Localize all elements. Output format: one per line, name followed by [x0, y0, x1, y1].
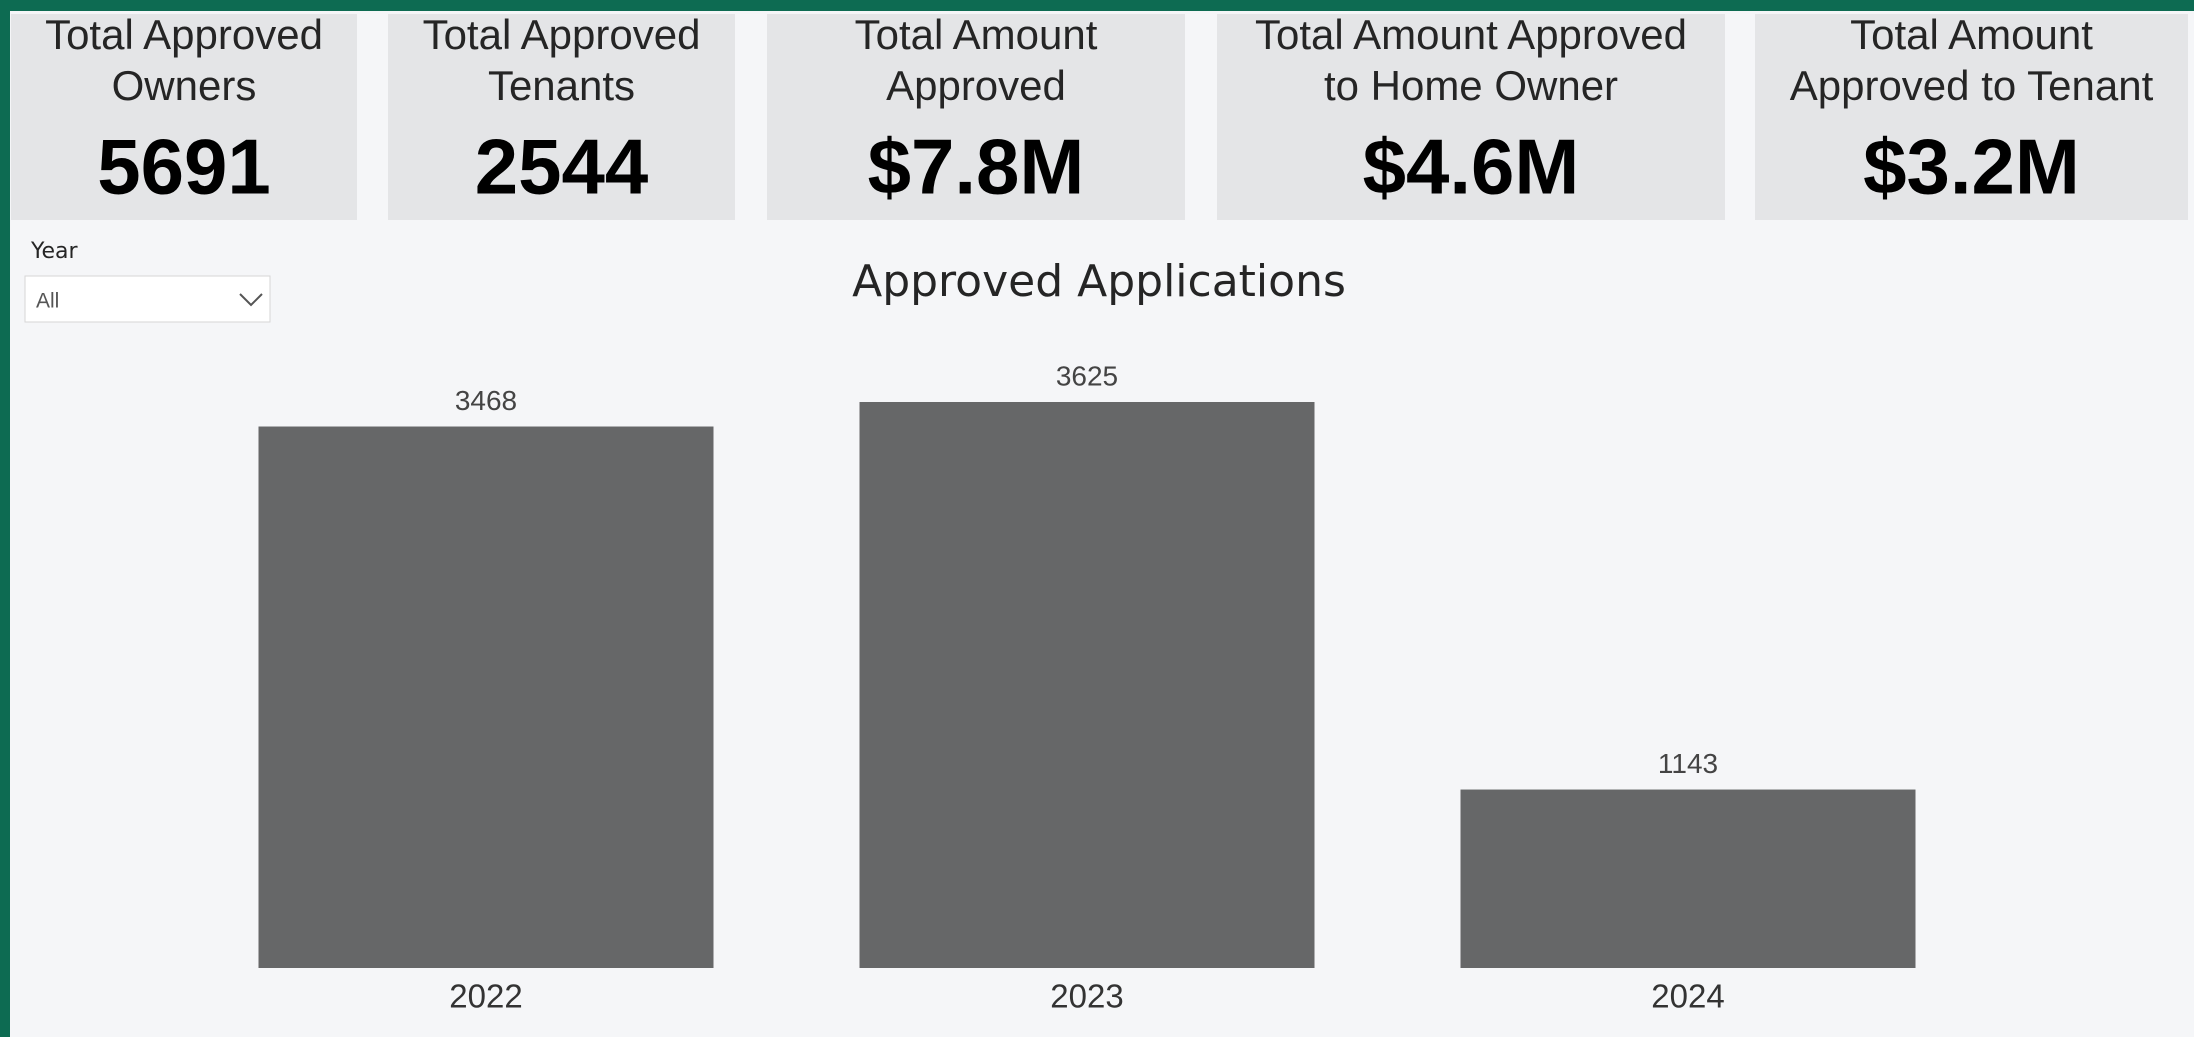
kpi-label: Total Approved — [423, 11, 701, 58]
kpi-label: Tenants — [488, 62, 635, 109]
kpi-label: Total Approved — [45, 11, 323, 58]
data-label: 1143 — [1658, 748, 1718, 779]
x-tick-label: 2024 — [1651, 978, 1724, 1015]
kpi-value: $7.8M — [868, 123, 1085, 211]
chart-title: Approved Applications — [852, 256, 1346, 307]
data-label: 3625 — [1056, 360, 1118, 391]
kpi-card — [388, 14, 735, 220]
dropdown-value[interactable]: All — [36, 290, 59, 313]
x-tick-label: 2023 — [1050, 978, 1123, 1015]
dropdown[interactable] — [24, 275, 271, 323]
kpi-label: Total Amount — [855, 11, 1098, 58]
bar — [1460, 789, 1916, 968]
kpi-label: Total Amount — [1850, 11, 2093, 58]
kpi-label: Total Amount Approved — [1255, 11, 1687, 58]
kpi-card — [1217, 14, 1725, 220]
kpi-card — [1755, 14, 2188, 220]
kpi-label: Approved to Tenant — [1790, 62, 2154, 109]
data-label: 3468 — [455, 385, 517, 416]
kpi-label: to Home Owner — [1324, 62, 1618, 109]
bar — [258, 426, 714, 968]
kpi-value: $3.2M — [1863, 123, 2080, 211]
kpi-value: $4.6M — [1363, 123, 1580, 211]
kpi-label: Owners — [112, 62, 257, 109]
x-tick-label: 2022 — [449, 978, 522, 1015]
kpi-label: Approved — [886, 62, 1066, 109]
kpi-value: 2544 — [475, 123, 649, 211]
kpi-card — [767, 14, 1185, 220]
kpi-card — [11, 14, 357, 220]
kpi-value: 5691 — [97, 123, 271, 211]
bar — [859, 402, 1315, 968]
filter-label: Year — [30, 239, 79, 264]
dropdown-chevron[interactable] — [239, 293, 263, 307]
